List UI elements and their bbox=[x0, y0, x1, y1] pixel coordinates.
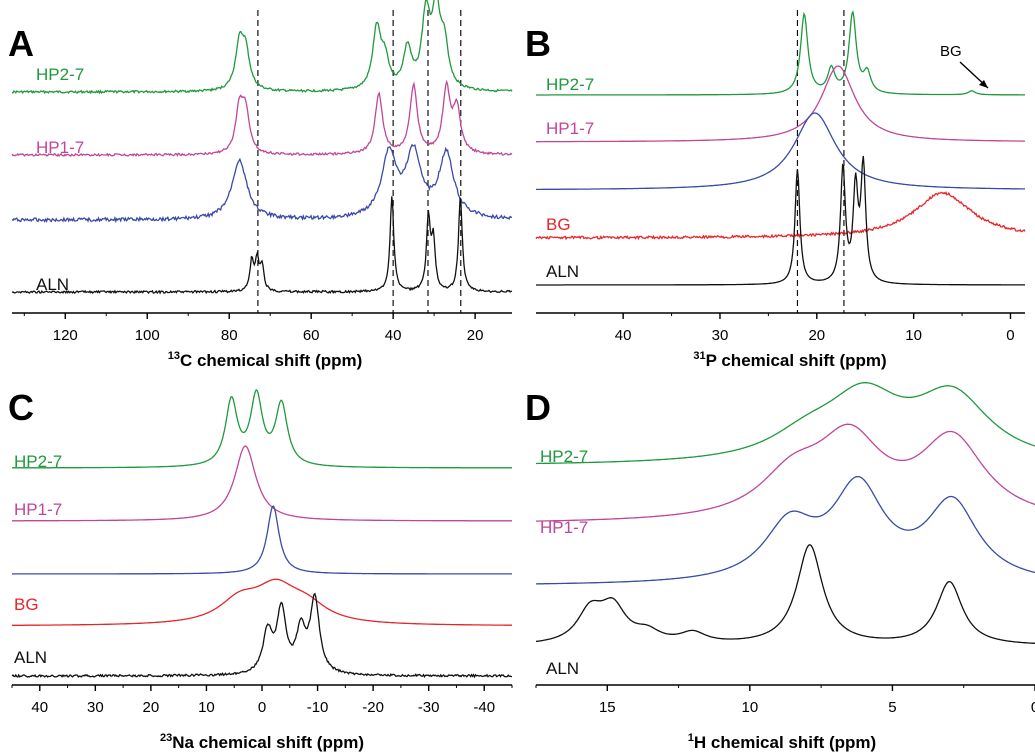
x-axis-title: 13C chemical shift (ppm) bbox=[168, 350, 363, 370]
x-axis-label: Na chemical shift (ppm) bbox=[172, 733, 364, 752]
x-tick-label: 10 bbox=[742, 699, 759, 716]
x-tick-label: 5 bbox=[888, 699, 896, 716]
trace-bg bbox=[535, 191, 1026, 241]
x-tick-label: -20 bbox=[362, 699, 384, 716]
x-axis-title: 31P chemical shift (ppm) bbox=[693, 350, 886, 370]
label-hp1-7: HP1-7 bbox=[540, 518, 588, 537]
x-tick-label: -10 bbox=[307, 699, 329, 716]
x-tick-label: 15 bbox=[599, 699, 616, 716]
panel-c-chart: C HP2-7 HP1-7 BG ALN 40 30 20 10 0 -10 -20 -30 -… bbox=[8, 387, 513, 752]
x-tick-label: 40 bbox=[615, 327, 632, 344]
x-tick-label: 100 bbox=[135, 327, 160, 344]
label-aln: ALN bbox=[36, 275, 69, 294]
trace-hp2-7 bbox=[12, 388, 512, 469]
x-axis-label: P chemical shift (ppm) bbox=[706, 351, 887, 370]
trace-hp1-7 bbox=[536, 65, 1025, 143]
trace-hp0.5-7 bbox=[536, 475, 1035, 585]
panel-a-letter: A bbox=[8, 23, 34, 64]
trace-hp2-7 bbox=[536, 382, 1035, 465]
bg-annotation: BG bbox=[940, 43, 962, 60]
x-tick-label: 10 bbox=[198, 699, 215, 716]
trace-aln bbox=[11, 196, 513, 295]
x-axis-superscript: 31 bbox=[693, 350, 705, 362]
x-axis-superscript: 1 bbox=[688, 732, 694, 744]
trace-aln bbox=[536, 155, 1025, 286]
label-hp2-7: HP2-7 bbox=[14, 452, 62, 471]
label-bg: BG bbox=[14, 595, 39, 614]
x-tick-label: 10 bbox=[905, 327, 922, 344]
x-tick-label: -30 bbox=[418, 699, 440, 716]
label-aln: ALN bbox=[546, 659, 579, 678]
panel-b-letter: B bbox=[525, 23, 551, 64]
panel-b-chart: B HP2-7 HP1-7 BG ALN BG 40 30 20 10 0 31P ch… bbox=[525, 10, 1026, 370]
trace-hp0.5-7 bbox=[11, 143, 513, 224]
label-hp2-7: HP2-7 bbox=[540, 447, 588, 466]
trace-hp0.5-7 bbox=[536, 112, 1025, 191]
label-hp1-7: HP1-7 bbox=[14, 500, 62, 519]
label-bg: BG bbox=[546, 215, 571, 234]
label-hp2-7: HP2-7 bbox=[36, 65, 84, 84]
x-tick-label: 40 bbox=[385, 327, 402, 344]
x-tick-label: 30 bbox=[712, 327, 729, 344]
panel-c-letter: C bbox=[8, 387, 34, 428]
x-tick-label: 60 bbox=[303, 327, 320, 344]
trace-hp2-7 bbox=[536, 10, 1025, 96]
trace-hp2-7 bbox=[12, 0, 513, 95]
label-aln: ALN bbox=[546, 262, 579, 281]
x-tick-label: 0 bbox=[1006, 327, 1014, 344]
x-tick-label: 20 bbox=[143, 699, 160, 716]
x-axis-label: H chemical shift (ppm) bbox=[694, 733, 876, 752]
x-tick-label: 30 bbox=[87, 699, 104, 716]
trace-bg bbox=[12, 578, 512, 626]
x-tick-label: 120 bbox=[53, 327, 78, 344]
x-axis-title: 1H chemical shift (ppm) bbox=[688, 732, 876, 752]
label-hp2-7: HP2-7 bbox=[546, 75, 594, 94]
x-axis-title: 23Na chemical shift (ppm) bbox=[160, 732, 364, 752]
label-aln: ALN bbox=[14, 648, 47, 667]
x-axis-superscript: 23 bbox=[160, 732, 172, 744]
trace-hp0.5-7 bbox=[12, 505, 512, 575]
trace-hp1-7 bbox=[12, 445, 512, 522]
label-hp1-7: HP1-7 bbox=[546, 119, 594, 138]
x-tick-label: 20 bbox=[467, 327, 484, 344]
x-axis-label: C chemical shift (ppm) bbox=[180, 351, 362, 370]
x-tick-label: -40 bbox=[473, 699, 495, 716]
trace-aln bbox=[11, 592, 513, 679]
x-tick-label: 20 bbox=[808, 327, 825, 344]
trace-aln bbox=[535, 544, 1035, 644]
x-tick-label: 80 bbox=[221, 327, 238, 344]
bg-arrow-head bbox=[979, 80, 988, 88]
x-axis-superscript: 13 bbox=[168, 350, 180, 362]
x-tick-label: 0 bbox=[258, 699, 266, 716]
label-hp1-7: HP1-7 bbox=[36, 138, 84, 157]
panel-a-chart: A HP2-7 HP1-7 ALN 120 100 80 60 40 20 13C che… bbox=[8, 0, 513, 370]
x-tick-label: 0 bbox=[1031, 699, 1035, 716]
panel-d-chart: D HP2-7 HP1-7 ALN 15 10 5 0 1H chemical shi… bbox=[525, 382, 1035, 752]
trace-hp1-7 bbox=[11, 79, 513, 157]
trace-hp1-7 bbox=[536, 423, 1035, 522]
panel-d-letter: D bbox=[525, 387, 551, 428]
x-tick-label: 40 bbox=[31, 699, 48, 716]
